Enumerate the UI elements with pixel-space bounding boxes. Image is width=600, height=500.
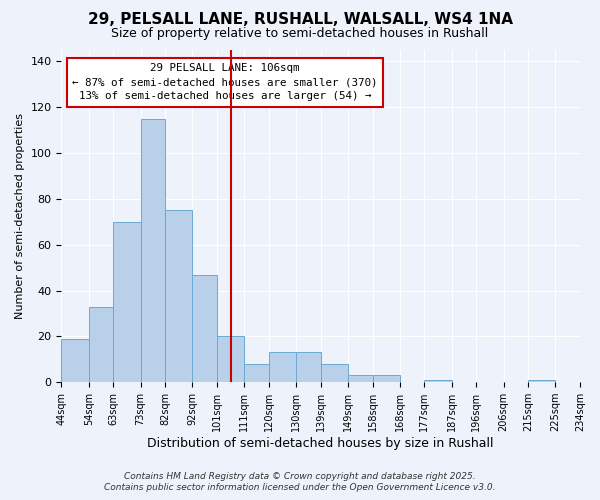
Bar [528, 380, 556, 382]
X-axis label: Distribution of semi-detached houses by size in Rushall: Distribution of semi-detached houses by … [148, 437, 494, 450]
Bar [296, 352, 321, 382]
Y-axis label: Number of semi-detached properties: Number of semi-detached properties [15, 113, 25, 319]
Bar [424, 380, 452, 382]
Bar [321, 364, 348, 382]
Text: Size of property relative to semi-detached houses in Rushall: Size of property relative to semi-detach… [112, 28, 488, 40]
Bar [140, 118, 165, 382]
Bar [89, 306, 113, 382]
Text: 29, PELSALL LANE, RUSHALL, WALSALL, WS4 1NA: 29, PELSALL LANE, RUSHALL, WALSALL, WS4 … [88, 12, 512, 28]
Bar [348, 376, 373, 382]
Bar [217, 336, 244, 382]
Bar [113, 222, 140, 382]
Text: Contains HM Land Registry data © Crown copyright and database right 2025.
Contai: Contains HM Land Registry data © Crown c… [104, 472, 496, 492]
Bar [269, 352, 296, 382]
Bar [373, 376, 400, 382]
Text: 29 PELSALL LANE: 106sqm
← 87% of semi-detached houses are smaller (370)
13% of s: 29 PELSALL LANE: 106sqm ← 87% of semi-de… [72, 64, 377, 102]
Bar [165, 210, 193, 382]
Bar [244, 364, 269, 382]
Bar [193, 274, 217, 382]
Bar [61, 338, 89, 382]
